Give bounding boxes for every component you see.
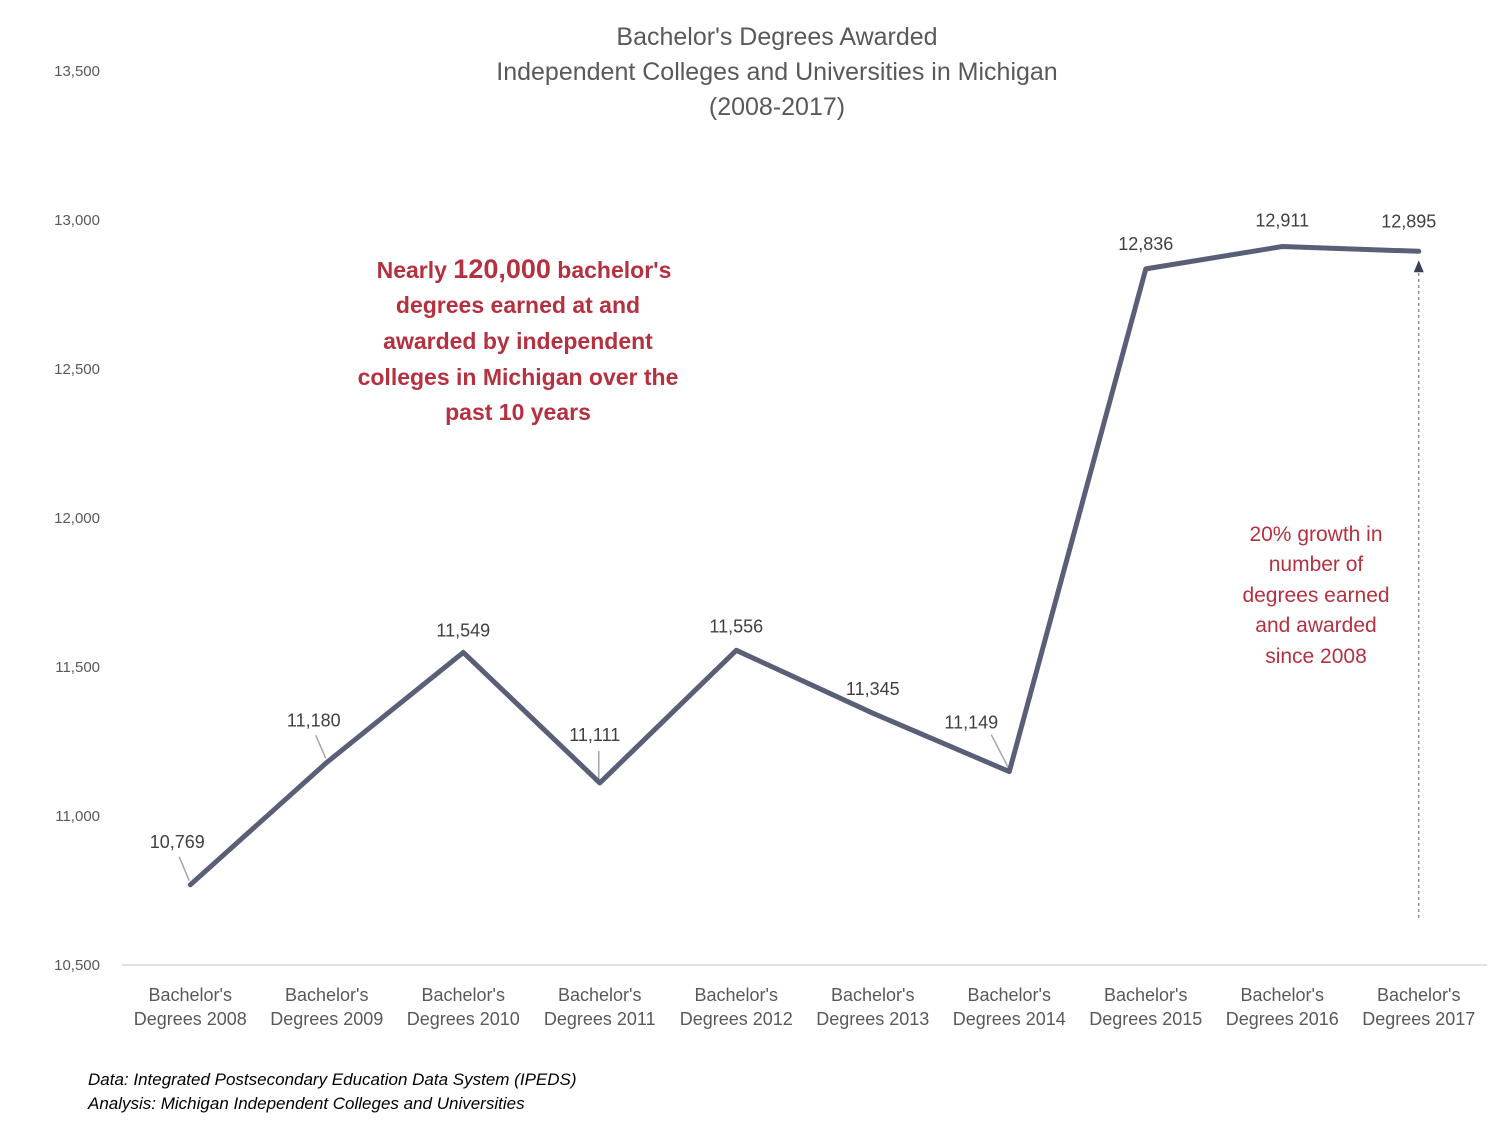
x-tick-label-line: Bachelor's	[422, 985, 505, 1005]
y-axis: 10,500 11,000 11,500 12,000 12,500 13,000 13,5…	[54, 63, 100, 974]
y-tick-label: 11,500	[55, 659, 100, 676]
data-label: 11,549	[436, 620, 490, 640]
x-tick-label-line: Bachelor's	[1104, 985, 1187, 1005]
growth-note-line-1: 20% growth in	[1249, 523, 1382, 546]
x-tick-label-line: Degrees 2010	[407, 1009, 520, 1029]
title-line-1: Bachelor's Degrees Awarded	[616, 23, 937, 51]
growth-note-line-2: number of	[1269, 553, 1364, 576]
callout-prefix: Nearly	[377, 257, 454, 283]
growth-arrow-head	[1413, 260, 1424, 273]
x-tick-label-line: Degrees 2012	[680, 1009, 793, 1029]
x-tick-label-line: Degrees 2011	[544, 1009, 656, 1029]
callout-line-1-rest: bachelor's	[551, 257, 672, 283]
data-label: 11,556	[709, 616, 763, 636]
callout-line-1: Nearly 120,000 bachelor's	[377, 254, 672, 284]
callout-highlight: 120,000	[453, 254, 551, 284]
x-tick-label: Bachelor's Degrees 2009	[270, 985, 383, 1029]
data-label: 11,149	[944, 713, 998, 733]
y-tick-label: 13,000	[54, 212, 100, 229]
title-line-2: Independent Colleges and Universities in…	[496, 58, 1057, 86]
x-tick-label-line: Bachelor's	[558, 985, 641, 1005]
title-line-3: (2008-2017)	[709, 93, 845, 121]
callout-line-4: colleges in Michigan over the	[358, 364, 679, 390]
x-tick-label-line: Degrees 2016	[1226, 1009, 1339, 1029]
y-tick-label: 12,500	[54, 361, 100, 378]
label-leader-line	[990, 734, 1009, 768]
y-tick-label: 13,500	[54, 63, 100, 80]
data-label: 12,895	[1381, 211, 1436, 231]
series-line	[187, 244, 1422, 888]
data-label: 11,180	[287, 710, 341, 730]
x-tick-label-line: Degrees 2013	[816, 1009, 929, 1029]
x-tick-label-line: Degrees 2008	[134, 1009, 247, 1029]
label-leader-line	[315, 735, 327, 759]
data-label: 11,111	[569, 725, 620, 745]
callout-line-2: degrees earned at and	[396, 292, 640, 318]
x-tick-label: Bachelor's Degrees 2014	[953, 985, 1066, 1029]
growth-note: 20% growth in number of degrees earned a…	[1242, 523, 1389, 668]
data-label: 12,911	[1255, 211, 1309, 231]
x-tick-label-line: Bachelor's	[695, 985, 778, 1005]
x-tick-label-line: Bachelor's	[968, 985, 1051, 1005]
source-data-line: Data: Integrated Postsecondary Education…	[88, 1070, 577, 1089]
x-tick-label-line: Degrees 2009	[270, 1009, 383, 1029]
y-tick-label: 11,000	[55, 808, 100, 825]
label-leader-line	[178, 856, 190, 882]
data-labels: 10,769 11,180 11,549 11,111 11,556 11,345 11,1…	[150, 211, 1437, 852]
x-tick-label-line: Degrees 2015	[1089, 1009, 1202, 1029]
y-tick-label: 10,500	[54, 957, 100, 974]
y-tick-label: 12,000	[54, 510, 100, 527]
x-tick-label-line: Bachelor's	[1377, 985, 1460, 1005]
x-tick-label: Bachelor's Degrees 2017	[1362, 985, 1475, 1029]
growth-note-line-5: since 2008	[1265, 645, 1367, 668]
x-tick-label-line: Bachelor's	[149, 985, 232, 1005]
x-tick-label-line: Bachelor's	[1241, 985, 1324, 1005]
growth-note-line-4: and awarded	[1255, 614, 1376, 637]
growth-note-line-3: degrees earned	[1242, 584, 1389, 607]
x-tick-label-line: Degrees 2017	[1362, 1009, 1475, 1029]
source-note: Data: Integrated Postsecondary Education…	[87, 1070, 577, 1113]
label-leader-lines	[178, 734, 1009, 882]
x-tick-label-line: Bachelor's	[285, 985, 368, 1005]
x-tick-label-line: Degrees 2014	[953, 1009, 1066, 1029]
callout-text: Nearly 120,000 bachelor's degrees earned…	[358, 254, 679, 425]
x-tick-label-line: Bachelor's	[831, 985, 914, 1005]
data-label: 11,345	[846, 679, 900, 699]
callout-line-3: awarded by independent	[383, 328, 653, 354]
x-tick-label: Bachelor's Degrees 2013	[816, 985, 929, 1029]
x-axis: Bachelor's Degrees 2008 Bachelor's Degrees …	[134, 985, 1476, 1029]
data-label: 10,769	[150, 832, 205, 852]
x-tick-label: Bachelor's Degrees 2015	[1089, 985, 1202, 1029]
growth-arrow	[1413, 260, 1424, 918]
x-tick-label: Bachelor's Degrees 2008	[134, 985, 247, 1029]
chart-title: Bachelor's Degrees Awarded Independent C…	[496, 23, 1057, 121]
source-analysis-line: Analysis: Michigan Independent Colleges …	[87, 1094, 525, 1113]
callout-line-5: past 10 years	[445, 399, 591, 425]
data-label: 12,836	[1118, 234, 1173, 254]
x-tick-label: Bachelor's Degrees 2010	[407, 985, 520, 1029]
x-tick-label: Bachelor's Degrees 2011	[544, 985, 656, 1029]
x-tick-label: Bachelor's Degrees 2016	[1226, 985, 1339, 1029]
x-tick-label: Bachelor's Degrees 2012	[680, 985, 793, 1029]
